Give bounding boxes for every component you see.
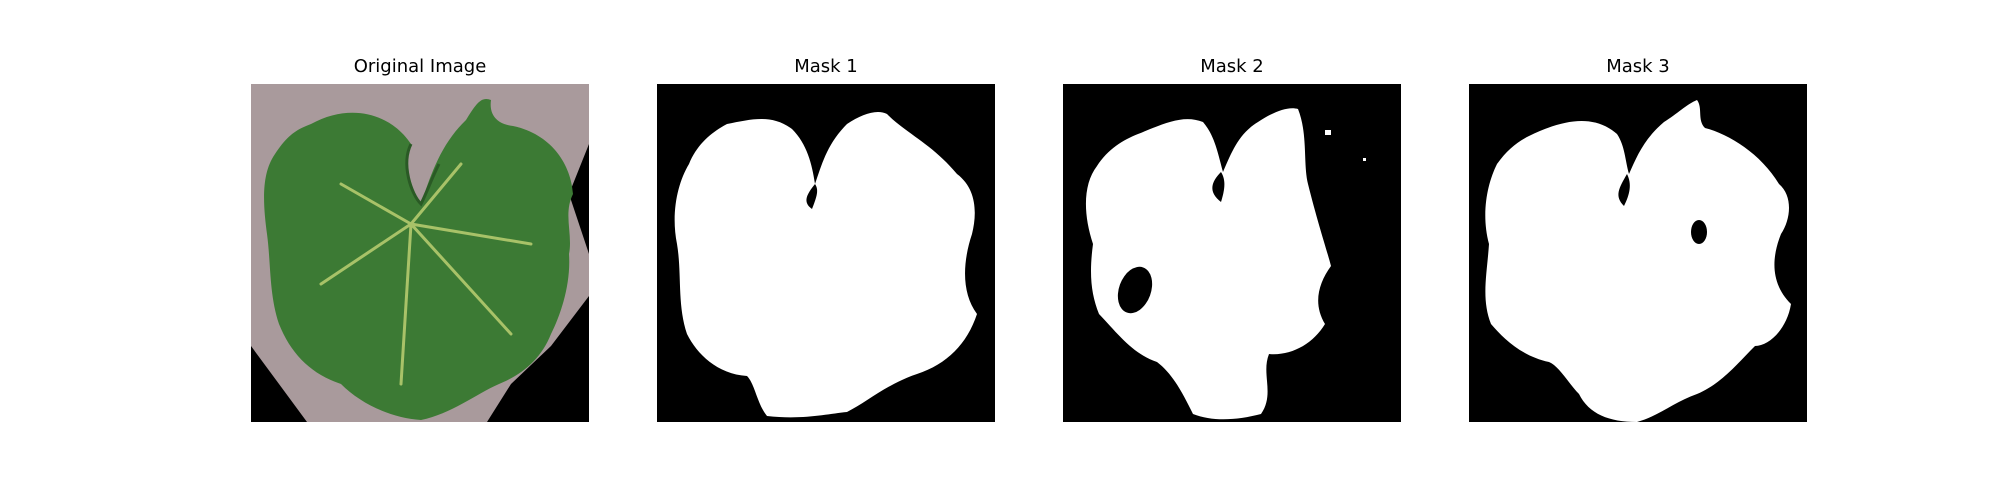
mask-3-image [1469,84,1807,422]
mask-2-hole [1117,266,1153,314]
leaf-veins [319,162,533,386]
mask-1-frame [657,84,995,422]
panel-original-image: Original Image [251,56,589,426]
panel-title: Mask 1 [794,56,858,77]
mask-1-notch [806,184,818,209]
mask-3-foreground [1485,100,1791,422]
mask-2-image [1063,84,1401,422]
mask-2-foreground [1085,108,1331,420]
panel-title: Original Image [353,56,487,77]
mask-2-speck [1363,158,1366,161]
panel-title: Mask 2 [1200,56,1264,77]
mask-3-frame [1469,84,1807,422]
leaf-sinus [405,143,441,207]
mask-1-image [657,84,995,422]
panel-mask-2: Mask 2 [1063,56,1401,426]
mask-2-notch [1212,172,1225,202]
original-leaf-image [251,84,589,422]
panel-title: Mask 3 [1606,56,1670,77]
panel-mask-3: Mask 3 [1469,56,1807,426]
mask-1-foreground [674,112,977,418]
leaf-shape [264,98,573,421]
panel-mask-1: Mask 1 [657,56,995,426]
mask-2-speck [1325,130,1331,135]
mask-2-frame [1063,84,1401,422]
mask-3-notch [1618,174,1630,206]
mask-3-hole [1691,220,1707,244]
original-image-frame [251,84,589,422]
